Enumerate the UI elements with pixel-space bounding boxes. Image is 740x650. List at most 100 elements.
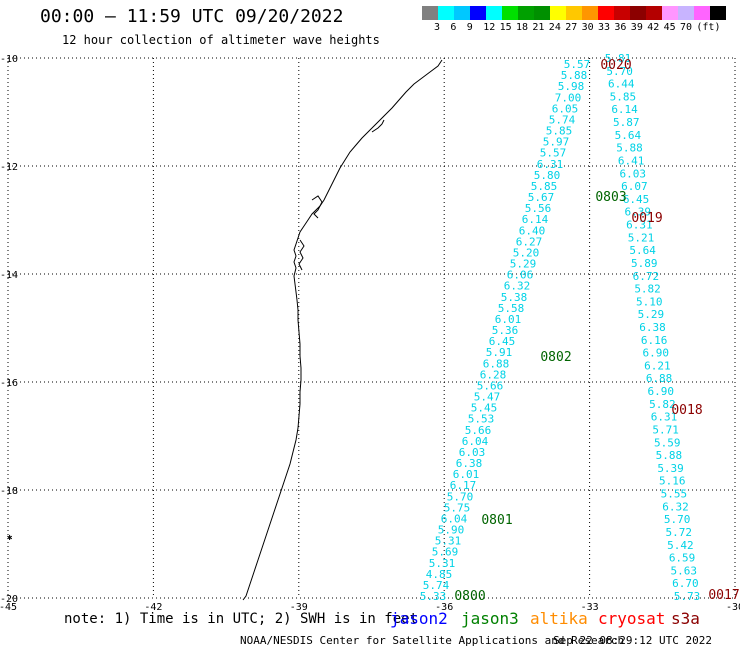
- swh-value: 5.29: [510, 258, 537, 271]
- swh-value: 5.88: [561, 69, 588, 82]
- swh-value: 6.28: [480, 368, 507, 381]
- colorbar-swatch: [566, 6, 582, 20]
- swh-value: 5.63: [670, 564, 697, 577]
- time-label: 0019: [631, 211, 662, 226]
- swh-value: 6.03: [459, 446, 486, 459]
- time-label: 0802: [540, 350, 571, 365]
- colorbar-swatch: [646, 6, 662, 20]
- swh-value: 5.89: [631, 257, 658, 270]
- colorbar-swatch: [486, 6, 502, 20]
- swh-value: 5.82: [649, 398, 676, 411]
- swh-value: 6.45: [623, 193, 650, 206]
- swh-value: 5.71: [652, 423, 679, 436]
- swh-value: 5.36: [492, 324, 519, 337]
- swh-value: 6.01: [495, 313, 522, 326]
- colorbar-label: 70: [680, 22, 693, 33]
- swh-value: 5.74: [423, 579, 450, 592]
- swh-value: 5.80: [534, 169, 561, 182]
- swh-value: 5.85: [610, 90, 637, 103]
- lon-tick-label: -36: [435, 602, 453, 613]
- swh-value: 6.31: [626, 219, 653, 232]
- satellite-legend-altika: altika: [530, 609, 588, 628]
- swh-value: 6.27: [516, 235, 543, 248]
- colorbar-label: 3: [434, 22, 441, 33]
- swh-value: 6.38: [639, 321, 666, 334]
- bay-inlet: [298, 119, 385, 271]
- swh-value: 6.14: [522, 213, 549, 226]
- swh-value: 6.32: [662, 500, 689, 513]
- swh-value: 6.06: [507, 269, 534, 282]
- colorbar-swatch: [630, 6, 646, 20]
- swh-value: 6.17: [450, 479, 477, 492]
- time-label: 0800: [454, 589, 485, 604]
- colorbar-label: 36: [614, 22, 627, 33]
- colorbar-label: 45: [663, 22, 676, 33]
- lon-tick-label: -30: [726, 602, 740, 613]
- swh-value: 5.85: [531, 180, 558, 193]
- colorbar-label: 27: [565, 22, 578, 33]
- colorbar-swatch: [678, 6, 694, 20]
- swh-value: 5.45: [471, 402, 498, 415]
- swh-value: 5.73: [674, 590, 701, 603]
- swh-value: 5.31: [435, 535, 462, 548]
- satellite-track-jason3-left: 5.575.885.987.006.055.745.855.975.576.31…: [420, 58, 591, 603]
- colorbar-swatch: [550, 6, 566, 20]
- swh-value: 5.75: [444, 501, 471, 514]
- colorbar-swatch: [598, 6, 614, 20]
- swh-value: 6.03: [620, 167, 647, 180]
- swh-value: 6.07: [621, 180, 648, 193]
- colorbar-swatch: [502, 6, 518, 20]
- satellite-legend-jason3: jason3: [461, 609, 519, 628]
- swh-value: 5.66: [465, 424, 492, 437]
- coastline: [242, 59, 443, 601]
- swh-value: 5.42: [667, 539, 694, 552]
- time-label: 0018: [671, 403, 702, 418]
- swh-value: 5.57: [540, 147, 567, 160]
- lon-tick-label: -42: [144, 602, 162, 613]
- swh-value: 5.64: [615, 129, 642, 142]
- colorbar-label: 18: [516, 22, 529, 33]
- generated-timestamp: Sep 22 08:29:12 UTC 2022: [553, 634, 712, 647]
- colorbar-swatch: [454, 6, 470, 20]
- satellite-legend-cryosat: cryosat: [598, 609, 666, 628]
- swh-value: 5.39: [657, 462, 684, 475]
- swh-value: 6.88: [646, 372, 673, 385]
- swh-value: 6.90: [643, 347, 670, 360]
- swh-value: 6.05: [552, 102, 579, 115]
- colorbar-swatch: [582, 6, 598, 20]
- swh-value: 5.57: [564, 58, 591, 71]
- swh-value: 5.66: [477, 379, 504, 392]
- swh-value: 6.16: [641, 334, 668, 347]
- lat-tick-label: -20: [0, 594, 18, 605]
- colorbar-swatch: [438, 6, 454, 20]
- swh-value: 5.88: [656, 449, 683, 462]
- footnote: note: 1) Time is in UTC; 2) SWH is in fe…: [64, 611, 419, 627]
- lon-tick-label: -33: [581, 602, 599, 613]
- swh-value: 6.70: [672, 577, 699, 590]
- colorbar-swatch: [710, 6, 726, 20]
- swh-value: 6.44: [608, 78, 635, 91]
- swh-value: 5.98: [558, 80, 585, 93]
- swh-value: 5.72: [666, 526, 693, 539]
- swh-value: 5.88: [616, 142, 643, 155]
- colorbar-label: 9: [466, 22, 473, 33]
- swh-value: 5.81: [605, 52, 632, 65]
- satellite-legend-s3a: s3a: [671, 609, 700, 628]
- swh-value: 6.01: [453, 468, 480, 481]
- swh-value: 5.70: [664, 513, 691, 526]
- swh-value: 5.47: [474, 391, 501, 404]
- colorbar-swatch: [614, 6, 630, 20]
- swh-value: 5.91: [486, 346, 513, 359]
- swh-value: 6.40: [519, 224, 546, 237]
- swh-value: 5.70: [606, 65, 633, 78]
- lon-tick-label: -45: [0, 602, 17, 613]
- colorbar-label: 6: [450, 22, 457, 33]
- colorbar-label: 33: [598, 22, 611, 33]
- lat-tick-label: -12: [0, 162, 18, 173]
- swh-value: 5.67: [528, 191, 555, 204]
- colorbar-label: 30: [581, 22, 594, 33]
- swh-value: 6.21: [644, 359, 671, 372]
- swh-value: 5.90: [438, 524, 465, 537]
- swh-value: 7.00: [555, 91, 582, 104]
